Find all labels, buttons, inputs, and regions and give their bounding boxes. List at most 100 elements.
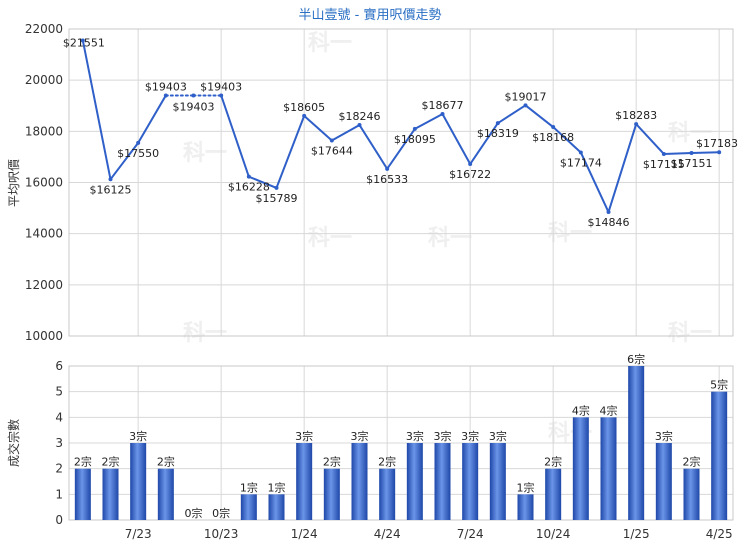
volume-bar xyxy=(157,468,174,520)
volume-data-label: 3宗 xyxy=(406,429,424,443)
volume-data-label: 5宗 xyxy=(710,378,728,392)
volume-data-label: 0宗 xyxy=(212,506,230,520)
price-data-label: $14846 xyxy=(588,216,630,229)
price-data-label: $18246 xyxy=(339,110,381,123)
price-point xyxy=(219,93,224,98)
volume-bar xyxy=(489,443,506,520)
volume-plot-frame xyxy=(68,365,734,521)
volume-bar xyxy=(74,468,91,520)
price-y-tick-label: 20000 xyxy=(25,73,63,87)
price-point xyxy=(717,150,722,155)
price-point xyxy=(357,123,362,128)
price-point xyxy=(136,140,141,145)
price-y-tick-label: 10000 xyxy=(25,329,63,343)
x-tick-label: 4/25 xyxy=(706,527,733,541)
volume-y-tick-label: 1 xyxy=(55,487,63,501)
price-data-label: $17183 xyxy=(696,137,738,150)
volume-y-tick-label: 3 xyxy=(55,436,63,450)
volume-data-label: 3宗 xyxy=(434,429,452,443)
watermark-text: 科一 xyxy=(308,31,352,56)
price-line-segment xyxy=(330,124,361,142)
price-data-label: $18168 xyxy=(532,131,574,144)
price-data-label: $16533 xyxy=(366,173,408,186)
price-line-segment xyxy=(524,104,555,129)
volume-data-label: 3宗 xyxy=(129,429,147,443)
volume-bar xyxy=(268,494,285,520)
volume-bar xyxy=(462,443,479,520)
price-point xyxy=(634,122,639,127)
watermark-text: 科一 xyxy=(308,226,352,251)
price-data-label: $17151 xyxy=(671,157,713,170)
volume-data-label: 6宗 xyxy=(627,352,645,366)
price-series-line xyxy=(80,38,722,215)
price-line-segment xyxy=(662,152,693,155)
price-line-segment xyxy=(247,175,278,189)
price-line-chart: 10000 12000 14000 16000 18000 20000 22000 平均呎價… xyxy=(7,22,738,343)
volume-bar xyxy=(711,391,728,520)
volume-data-label: 1宗 xyxy=(517,480,535,494)
volume-y-tick-label: 4 xyxy=(55,410,63,424)
price-line-segment xyxy=(690,151,721,155)
price-line-segment xyxy=(137,94,167,144)
price-point xyxy=(578,150,583,155)
price-line-segment xyxy=(303,114,333,142)
price-line-segment xyxy=(275,114,306,189)
volume-bar xyxy=(517,494,534,520)
price-data-label: $19017 xyxy=(505,90,547,103)
volume-y-tick-label: 5 xyxy=(55,385,63,399)
watermark-text: 科一 xyxy=(183,321,227,346)
volume-y-axis-label: 成交宗數 xyxy=(6,419,21,467)
volume-data-label: 3宗 xyxy=(489,429,507,443)
price-line-segment xyxy=(109,141,140,181)
volume-data-labels: 2宗 2宗 3宗 2宗 0宗 0宗 1宗 1宗 3宗 2宗 3宗 2宗 3宗 3宗 3宗 3宗 1宗 2宗 4宗 4宗… xyxy=(74,352,728,520)
x-axis-ticks: 7/23 10/23 1/24 4/24 7/24 10/24 1/25 4/25 xyxy=(125,527,733,541)
volume-bar xyxy=(545,468,562,520)
volume-bar xyxy=(296,443,313,520)
volume-bar xyxy=(683,468,700,520)
price-line-segment xyxy=(358,124,389,170)
price-data-label: $16125 xyxy=(90,183,132,196)
price-line-segment xyxy=(552,126,582,154)
price-data-label: $18605 xyxy=(283,101,325,114)
volume-data-label: 1宗 xyxy=(268,480,286,494)
price-point xyxy=(329,138,334,143)
x-tick-label: 10/23 xyxy=(204,527,239,541)
volume-data-label: 2宗 xyxy=(323,455,341,469)
price-plot-frame xyxy=(68,28,734,337)
price-data-label: $19403 xyxy=(173,100,215,113)
volume-data-label: 2宗 xyxy=(157,455,175,469)
price-y-tick-label: 22000 xyxy=(25,22,63,36)
volume-y-tick-label: 0 xyxy=(55,513,63,527)
price-data-label: $18095 xyxy=(394,133,436,146)
price-point xyxy=(606,210,611,215)
price-point xyxy=(440,112,445,117)
x-tick-label: 1/25 xyxy=(623,527,650,541)
price-point xyxy=(80,38,85,43)
price-point xyxy=(468,162,473,167)
volume-bar xyxy=(130,443,147,520)
volume-bar xyxy=(102,468,119,520)
price-line-segment xyxy=(386,127,416,170)
price-data-label: $17115 xyxy=(643,158,685,171)
price-point xyxy=(412,126,417,131)
x-tick-label: 4/24 xyxy=(374,527,401,541)
price-y-axis-label: 平均呎價 xyxy=(7,159,21,207)
volume-bar xyxy=(655,443,672,520)
price-data-label: $19403 xyxy=(200,80,242,93)
price-data-label: $18677 xyxy=(422,99,464,112)
volume-data-label: 2宗 xyxy=(74,455,92,469)
chart-title: 半山壹號 - 實用呎價走勢 xyxy=(299,7,442,23)
volume-bar xyxy=(434,443,451,520)
watermark-text: 科一 xyxy=(668,121,712,146)
price-point xyxy=(274,185,279,190)
price-data-label: $16228 xyxy=(228,181,270,194)
price-point xyxy=(523,103,528,108)
volume-bar xyxy=(572,417,589,520)
price-line-segment xyxy=(81,39,112,181)
price-point xyxy=(108,177,113,182)
price-line-segment xyxy=(496,104,527,125)
price-y-tick-label: 16000 xyxy=(25,176,63,190)
volume-data-label: 2宗 xyxy=(683,455,701,469)
volume-y-tick-label: 6 xyxy=(55,359,63,373)
price-line-segment xyxy=(441,113,472,166)
